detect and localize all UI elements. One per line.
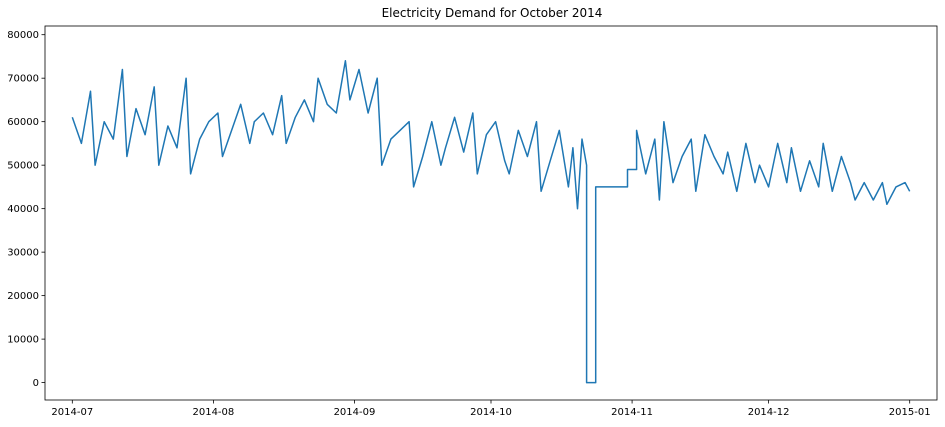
x-tick-label: 2014-11 (611, 407, 653, 418)
y-tick-label: 30000 (7, 248, 39, 259)
y-tick-label: 40000 (7, 204, 39, 215)
y-tick-label: 70000 (7, 74, 39, 85)
y-tick-label: 80000 (7, 30, 39, 41)
y-tick-label: 0 (33, 378, 39, 389)
y-tick-label: 10000 (7, 335, 39, 346)
y-tick-label: 50000 (7, 161, 39, 172)
x-tick-label: 2014-08 (192, 407, 234, 418)
y-axis: 0 10000 20000 30000 40000 50000 60000 70000 8000… (7, 30, 45, 389)
x-axis: 2014-07 2014-08 2014-09 2014-10 2014-11 2014-… (51, 400, 931, 418)
x-tick-label: 2014-10 (470, 407, 512, 418)
x-tick-label: 2014-07 (51, 407, 93, 418)
y-tick-label: 20000 (7, 291, 39, 302)
y-tick-label: 60000 (7, 117, 39, 128)
demand-series-line (71, 60, 911, 384)
x-tick-label: 2015-01 (889, 407, 931, 418)
chart-title: Electricity Demand for October 2014 (382, 6, 603, 20)
x-tick-label: 2014-12 (748, 407, 790, 418)
x-tick-label: 2014-09 (334, 407, 376, 418)
plot-area-frame (44, 25, 938, 401)
